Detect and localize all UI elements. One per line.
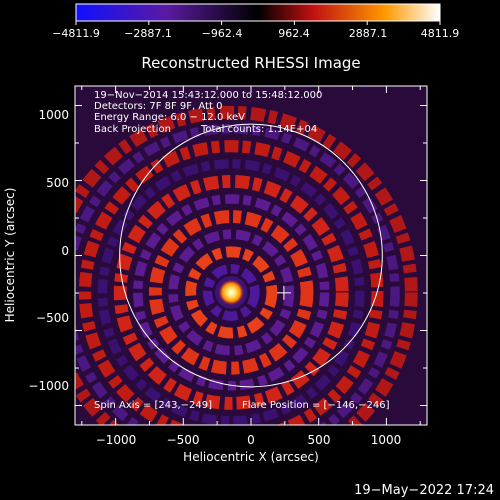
annotation-method: Back Projection [94,124,171,135]
x-tick-label: −1000 [96,433,137,447]
chart-title: Reconstructed RHESSI Image [141,54,360,72]
colorbar-tick-labels: −4811.9 −2887.1 −962.4 962.4 2887.1 4811… [52,27,459,40]
colorbar-tick-label: 962.4 [278,27,310,40]
colorbar-tick-label: −4811.9 [52,27,100,40]
flare-source [218,279,245,306]
footer-timestamp: 19−May−2022 17:24 [354,483,494,498]
image-area [75,86,427,425]
colorbar-ticks [75,21,441,25]
annotation-time-range: 19−Nov−2014 15:43:12.000 to 15:48:12.000 [94,90,322,101]
spin-axis-marker [276,285,291,300]
annotation-total-counts: Total counts: 1.14E+04 [200,124,317,135]
colorbar-tick-label: 4811.9 [421,27,460,40]
x-axis-label: Heliocentric X (arcsec) [183,450,319,464]
backprojection-ring [75,105,418,425]
x-tick-label: 1000 [371,433,402,447]
y-tick-label: 0 [61,244,69,258]
colorbar-tick-label: 2887.1 [349,27,388,40]
backprojection-ring [202,263,260,321]
colorbar-tick-label: −2887.1 [124,27,172,40]
colorbar [75,3,441,22]
backprojection-ring [185,246,278,339]
backprojection-ring [113,174,349,410]
x-tick-labels: −1000 −500 0 500 1000 [96,433,402,447]
annotation-spin-axis: Spin Axis = [243,−249] [94,400,212,411]
annotation-detectors: Detectors: 7F 8F 9F, Att 0 [94,101,222,112]
x-tick-label: −500 [167,433,200,447]
y-tick-labels: −1000 −500 0 500 1000 [28,108,69,393]
annotation-flare-position: Flare Position = [−146,−246] [242,400,390,411]
annotations: 19−Nov−2014 15:43:12.000 to 15:48:12.000… [94,90,390,411]
x-tick-label: 0 [247,433,255,447]
backprojection-ring [148,210,314,375]
y-axis-label: Heliocentric Y (arcsec) [3,188,17,323]
y-tick-label: 1000 [38,108,69,122]
axis-ticks [75,86,427,425]
x-tick-label: 500 [308,433,331,447]
backprojection-ring [75,123,400,425]
y-tick-label: 500 [46,176,69,190]
y-tick-label: −500 [36,311,69,325]
y-tick-label: −1000 [28,379,69,393]
solar-limb [119,123,383,388]
backprojection-ring [97,159,365,425]
annotation-energy-range: Energy Range: 6.0 − 12.0 keV [94,112,245,123]
colorbar-tick-label: −962.4 [202,27,243,40]
